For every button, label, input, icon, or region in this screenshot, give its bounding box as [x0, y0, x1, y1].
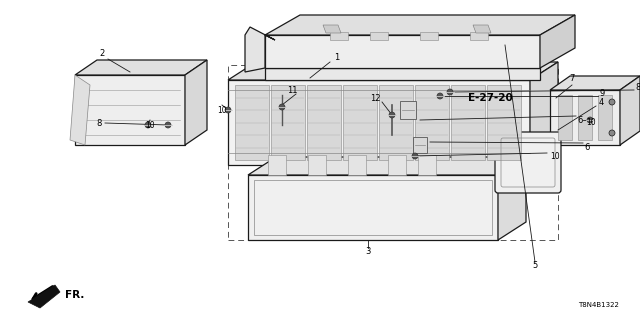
- Polygon shape: [620, 76, 640, 145]
- Polygon shape: [307, 85, 341, 160]
- Polygon shape: [245, 27, 275, 72]
- Polygon shape: [550, 90, 620, 145]
- Polygon shape: [388, 155, 406, 175]
- Bar: [370, 32, 388, 40]
- Bar: [420, 32, 438, 40]
- Text: 10: 10: [586, 117, 596, 126]
- Polygon shape: [498, 157, 526, 240]
- Text: 8: 8: [636, 83, 640, 92]
- Polygon shape: [323, 25, 341, 33]
- Polygon shape: [413, 137, 427, 153]
- Polygon shape: [248, 175, 498, 240]
- Polygon shape: [451, 85, 485, 160]
- Circle shape: [279, 104, 285, 110]
- Polygon shape: [248, 157, 526, 175]
- Circle shape: [587, 117, 593, 123]
- Circle shape: [225, 107, 231, 113]
- Circle shape: [389, 112, 395, 118]
- Circle shape: [165, 122, 171, 128]
- Circle shape: [447, 89, 453, 95]
- Polygon shape: [578, 95, 592, 140]
- Polygon shape: [265, 68, 540, 80]
- Polygon shape: [550, 76, 640, 90]
- Polygon shape: [487, 85, 521, 160]
- Text: 6: 6: [577, 116, 582, 124]
- Circle shape: [412, 153, 418, 159]
- Polygon shape: [379, 85, 413, 160]
- Polygon shape: [75, 75, 185, 145]
- Bar: [470, 32, 488, 40]
- Text: 6: 6: [584, 142, 589, 151]
- Polygon shape: [185, 60, 207, 145]
- FancyBboxPatch shape: [495, 132, 561, 193]
- Polygon shape: [348, 155, 366, 175]
- Text: 11: 11: [287, 85, 297, 94]
- Text: E-27-20: E-27-20: [468, 93, 513, 103]
- Polygon shape: [265, 15, 575, 35]
- Circle shape: [609, 130, 615, 136]
- Polygon shape: [400, 101, 416, 119]
- Polygon shape: [530, 62, 558, 165]
- Polygon shape: [75, 60, 207, 75]
- Polygon shape: [265, 35, 540, 68]
- Circle shape: [437, 93, 443, 99]
- Polygon shape: [540, 15, 575, 68]
- Polygon shape: [235, 85, 269, 160]
- Text: 10: 10: [217, 106, 227, 115]
- Text: 8: 8: [96, 118, 102, 127]
- Text: 3: 3: [365, 247, 371, 257]
- Polygon shape: [418, 155, 436, 175]
- Text: 2: 2: [99, 49, 104, 58]
- Text: FR.: FR.: [65, 290, 84, 300]
- Polygon shape: [558, 95, 572, 140]
- Polygon shape: [271, 85, 305, 160]
- Text: 7: 7: [570, 74, 575, 83]
- Text: 10: 10: [550, 151, 560, 161]
- Polygon shape: [343, 85, 377, 160]
- Polygon shape: [70, 75, 90, 145]
- Polygon shape: [598, 95, 612, 140]
- Polygon shape: [415, 85, 449, 160]
- Polygon shape: [228, 80, 530, 165]
- Text: 4: 4: [598, 98, 604, 107]
- Circle shape: [145, 122, 151, 128]
- Polygon shape: [28, 285, 60, 308]
- Bar: [254, 180, 492, 235]
- Circle shape: [609, 99, 615, 105]
- Text: T8N4B1322: T8N4B1322: [577, 302, 618, 308]
- Polygon shape: [268, 155, 286, 175]
- Text: 9: 9: [600, 89, 605, 98]
- Bar: [330, 32, 348, 40]
- Text: 1: 1: [334, 52, 340, 61]
- Polygon shape: [228, 62, 558, 80]
- Text: 5: 5: [532, 260, 538, 269]
- Text: 12: 12: [370, 93, 380, 102]
- Polygon shape: [473, 25, 491, 33]
- Text: 10: 10: [145, 121, 155, 130]
- Polygon shape: [308, 155, 326, 175]
